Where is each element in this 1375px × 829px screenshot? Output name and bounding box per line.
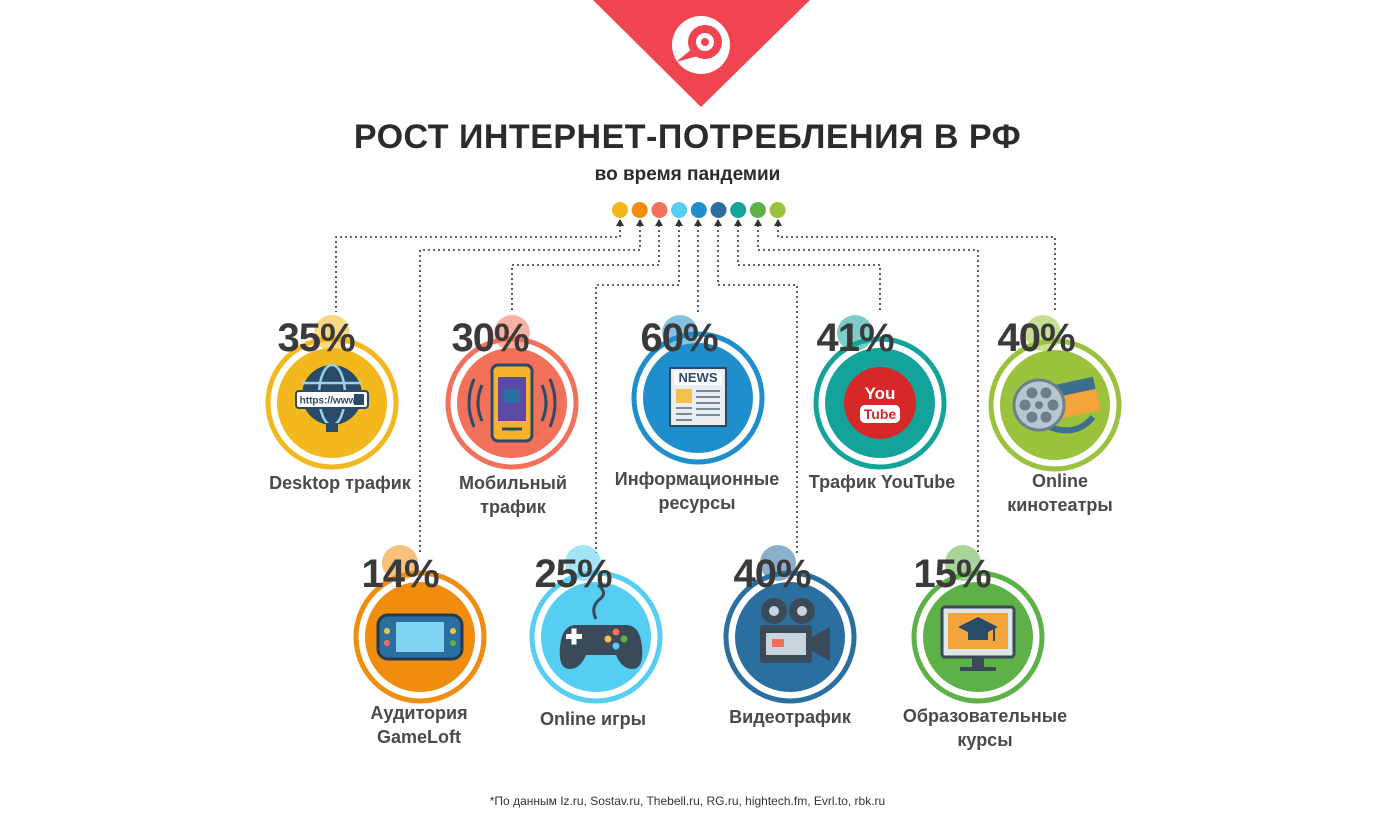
connector-arrowhead (734, 219, 742, 226)
color-dots (612, 202, 786, 218)
connector-line (737, 220, 881, 312)
logo-icon (672, 16, 730, 74)
youtube-logo-text: Tube (864, 406, 897, 422)
label-line: Аудитория (370, 703, 468, 723)
svg-text:NEWS: NEWS (679, 370, 718, 385)
label-news: Информационные ресурсы (602, 467, 792, 515)
label-line: Online игры (540, 709, 646, 729)
percent-games: 25% (534, 552, 612, 596)
color-dot (690, 202, 707, 218)
connector-arrowhead (675, 219, 683, 226)
label-mobile: Мобильный трафик (418, 471, 608, 519)
label-gameloft: Аудитория GameLoft (324, 701, 514, 749)
outer-ring (723, 570, 857, 704)
connector-arrowhead (774, 219, 782, 226)
percent-mobile: 30% (451, 316, 529, 360)
label-line: Трафик YouTube (808, 472, 956, 492)
metric-node-cinema (988, 315, 1122, 472)
label-line: курсы (957, 730, 1013, 750)
percent-courses: 15% (913, 552, 991, 596)
metric-node-desktop: https://www (265, 315, 399, 470)
metric-node-courses (911, 545, 1045, 704)
youtube-logo-text: You (865, 384, 896, 403)
label-desktop: Desktop трафик (245, 471, 435, 495)
label-courses: Образовательные курсы (890, 704, 1080, 752)
label-line: Образовательные (902, 706, 1068, 726)
metric-node-mobile (445, 315, 579, 470)
connector-line (511, 220, 660, 312)
connector-arrowhead (714, 219, 722, 226)
outer-ring (631, 331, 765, 465)
smartphone-icon (467, 363, 557, 443)
label-youtube: Трафик YouTube (787, 470, 977, 494)
outer-ring (813, 336, 947, 470)
label-line: GameLoft (376, 727, 461, 747)
color-dot (612, 202, 628, 218)
globe-www-icon: https://www (295, 363, 369, 432)
film-reel-icon (1012, 376, 1101, 434)
gamepad-icon (559, 583, 643, 669)
color-dot (631, 202, 648, 218)
connector-arrowhead (636, 219, 644, 226)
svg-text:https://www: https://www (300, 396, 357, 407)
connector-line (757, 220, 979, 553)
outer-ring (445, 336, 579, 470)
connector-arrowhead (655, 219, 663, 226)
metric-node-gameloft (353, 545, 487, 704)
connector-arrowhead (694, 219, 702, 226)
color-dot (730, 202, 747, 218)
page-title: РОСТ ИНТЕРНЕТ-ПОТРЕБЛЕНИЯ В РФ (353, 118, 1022, 156)
online-course-icon (940, 605, 1016, 671)
outer-ring (911, 570, 1045, 704)
connector-line (335, 220, 621, 312)
color-dot (749, 202, 766, 218)
outer-ring (529, 570, 663, 704)
label-line: кинотеатры (1007, 495, 1113, 515)
connector-arrowhead (616, 219, 624, 226)
color-dot (710, 202, 727, 218)
connector-arrowhead (754, 219, 762, 226)
label-line: Видеотрафик (729, 707, 851, 727)
metric-node-news: NEWS (631, 315, 765, 465)
connector-lines (335, 219, 1056, 553)
outer-ring (353, 570, 487, 704)
metric-circles: https://www NEWS You Tube (265, 315, 1122, 704)
handheld-console-icon (376, 613, 464, 661)
newspaper-icon: NEWS (669, 367, 727, 427)
label-video: Видеотрафик (695, 705, 885, 729)
percent-cinema: 40% (997, 316, 1075, 360)
connector-line (419, 220, 641, 553)
metric-node-youtube: You Tube (813, 315, 947, 470)
metric-node-games (529, 545, 663, 704)
label-line: Online (1031, 471, 1088, 491)
percent-gameloft: 14% (361, 552, 439, 596)
label-line: Мобильный (459, 473, 567, 493)
youtube-icon: You Tube (844, 367, 916, 439)
percent-desktop: 35% (277, 316, 355, 360)
percent-news: 60% (640, 316, 718, 360)
label-line: Информационные (614, 469, 780, 489)
page-subtitle: во время пандемии (594, 164, 781, 185)
connector-line (595, 220, 680, 553)
label-line: Desktop трафик (269, 473, 411, 493)
label-games: Online игры (498, 707, 688, 731)
metric-node-video (723, 545, 857, 704)
percent-video: 40% (733, 552, 811, 596)
connector-line (777, 220, 1056, 312)
video-camera-icon (760, 598, 830, 663)
color-dot (769, 202, 786, 218)
sources-footnote: *По данным Iz.ru, Sostav.ru, Thebell.ru,… (489, 794, 886, 808)
percent-youtube: 41% (816, 316, 894, 360)
label-line: трафик (480, 497, 546, 517)
color-dot (651, 202, 668, 218)
color-dot (671, 202, 688, 218)
outer-ring (265, 336, 399, 470)
label-line: ресурсы (658, 493, 736, 513)
outer-ring (988, 338, 1122, 472)
label-cinema: Online кинотеатры (965, 469, 1155, 517)
